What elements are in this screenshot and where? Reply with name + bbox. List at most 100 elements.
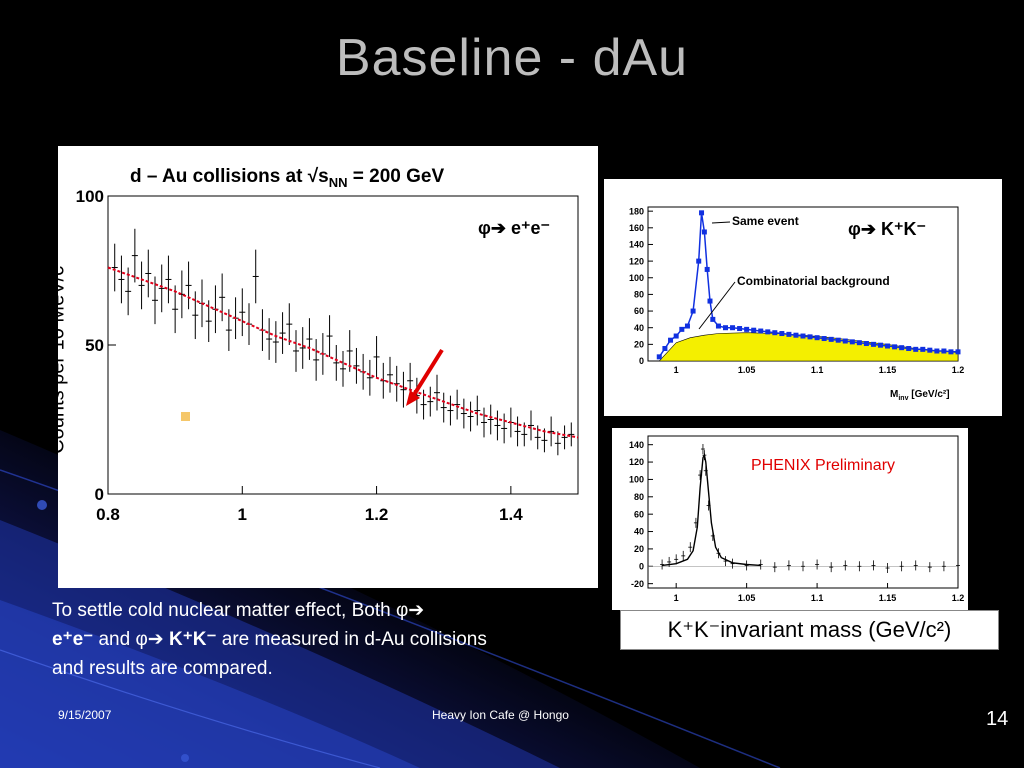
same-event-point [793, 332, 799, 338]
page-number: 14 [986, 708, 1009, 730]
y-tick-label: 100 [629, 273, 644, 283]
same-event-point [807, 334, 813, 340]
y-tick-label: 100 [629, 475, 644, 485]
same-event-point [856, 340, 862, 346]
kk-subtracted-chart-panel: PHENIX Preliminary 1 1.05 1.1 1.15 1.2 -20 0 20… [612, 428, 968, 610]
same-event-point [779, 331, 785, 337]
y-tick-label: 160 [629, 223, 644, 233]
chart-title: d – Au collisions at √sNN = 200 GeV [130, 166, 444, 190]
y-tick-label: 20 [634, 544, 644, 554]
y-tick-label: 0 [639, 356, 644, 366]
same-event-point [684, 323, 690, 329]
kk-text: K⁺K⁻ [169, 629, 217, 650]
dau-ee-chart: d – Au collisions at √sNN = 200 GeV φ➔ e… [76, 166, 579, 524]
fit-curve [107, 266, 579, 439]
same-event-point [690, 308, 696, 314]
y-tick-label: 100 [76, 187, 104, 206]
x-tick-label: 1.15 [879, 365, 897, 375]
y-tick-label: 50 [85, 336, 104, 355]
same-event-point [704, 266, 710, 272]
channel-label: φ➔ e⁺e⁻ [478, 218, 550, 238]
x-tick-label: 1.15 [879, 593, 897, 603]
x-tick-label: 1.2 [952, 365, 965, 375]
footer-center: Heavy Ion Cafe @ Hongo [432, 708, 569, 722]
same-event-point [948, 349, 954, 355]
same-event-point [800, 333, 806, 339]
same-event-point [814, 335, 820, 341]
x-tick-label: 0.8 [96, 505, 120, 524]
plot-area: 0.8 1 1.2 1.4 0 50 100 [76, 187, 579, 524]
same-event-point [863, 341, 869, 347]
body-text: To settle cold nuclear matter effect, Bo… [52, 596, 522, 683]
channel-label-kk: φ➔ K⁺K⁻ [848, 219, 926, 239]
phi-symbol: φ [395, 600, 409, 621]
same-event-point [662, 346, 668, 352]
same-event-point [751, 327, 757, 333]
same-event-point [696, 258, 702, 264]
same-event-point [656, 354, 662, 360]
and-text: and [93, 629, 136, 650]
same-event-point [707, 298, 713, 304]
same-event-point [934, 348, 940, 354]
plot-area: 1 1.05 1.1 1.15 1.2 0 20 40 60 80 100 120 140 160 180 [629, 206, 964, 375]
y-tick-label: -20 [631, 579, 644, 589]
breit-wigner-fit [662, 453, 761, 567]
y-tick-label: 20 [634, 340, 644, 350]
body-text-tail: are measured in d-Au collisions and resu… [52, 629, 487, 679]
same-event-point [699, 210, 705, 216]
arrow-icon: ➔ [408, 600, 425, 621]
x-tick-label: 1.1 [811, 593, 824, 603]
phi-peak-arrow [410, 348, 444, 400]
x-tick-label: 1.05 [738, 365, 756, 375]
same-event-point [701, 229, 707, 235]
x-tick-label: 1.05 [738, 593, 756, 603]
background-pointer [698, 281, 736, 330]
x-tick-label: 1.1 [811, 365, 824, 375]
same-event-point [892, 344, 898, 350]
same-event-point [920, 346, 926, 352]
preliminary-label: PHENIX Preliminary [751, 457, 895, 474]
same-event-point [906, 346, 912, 352]
same-event-point [737, 326, 743, 332]
same-event-point [765, 329, 771, 335]
caption-kk: K⁺K⁻ [667, 617, 721, 642]
same-event-point [786, 331, 792, 337]
same-event-point [744, 326, 750, 332]
footer-date: 9/15/2007 [58, 708, 112, 722]
same-event-point [715, 323, 721, 329]
phi-symbol: φ [135, 629, 148, 650]
same-event-point [828, 336, 834, 342]
y-tick-label: 40 [634, 323, 644, 333]
y-tick-label: 0 [95, 485, 104, 504]
y-tick-label: 80 [634, 290, 644, 300]
y-tick-label: 140 [629, 440, 644, 450]
right-caption: K⁺K⁻ invariant mass (GeV/c²) [620, 610, 999, 650]
y-tick-label: 40 [634, 527, 644, 537]
y-axis-label: Counts per 10 MeV/c² [46, 259, 69, 454]
x-tick-label: 1.2 [365, 505, 389, 524]
same-event-point [723, 325, 728, 331]
same-event-point [849, 339, 855, 345]
same-event-point [899, 345, 905, 351]
arrow-head-icon [406, 390, 420, 406]
same-event-point [878, 342, 883, 348]
y-tick-label: 120 [629, 256, 644, 266]
same-event-point [941, 348, 947, 354]
same-event-point [927, 347, 933, 353]
caption-rest: invariant mass (GeV/c²) [720, 617, 952, 642]
x-tick-label: 1 [674, 365, 679, 375]
x-axis-label: Minv [GeV/c²] [890, 389, 950, 402]
same-event-point [673, 333, 679, 339]
same-event-point [679, 326, 685, 332]
combinatorial-annotation: Combinatorial background [737, 274, 890, 288]
same-event-point [885, 343, 891, 349]
y-tick-label: 0 [639, 561, 644, 571]
kk-same-event-chart: φ➔ K⁺K⁻ Same event Combinatorial backgro… [629, 206, 964, 402]
y-tick-label: 60 [634, 509, 644, 519]
same-event-point [835, 337, 841, 343]
same-event-point [870, 341, 876, 347]
plot-frame [647, 435, 959, 589]
same-event-pointer [711, 221, 731, 224]
body-text-intro: To settle cold nuclear matter effect, Bo… [52, 600, 396, 621]
y-tick-label: 80 [634, 492, 644, 502]
